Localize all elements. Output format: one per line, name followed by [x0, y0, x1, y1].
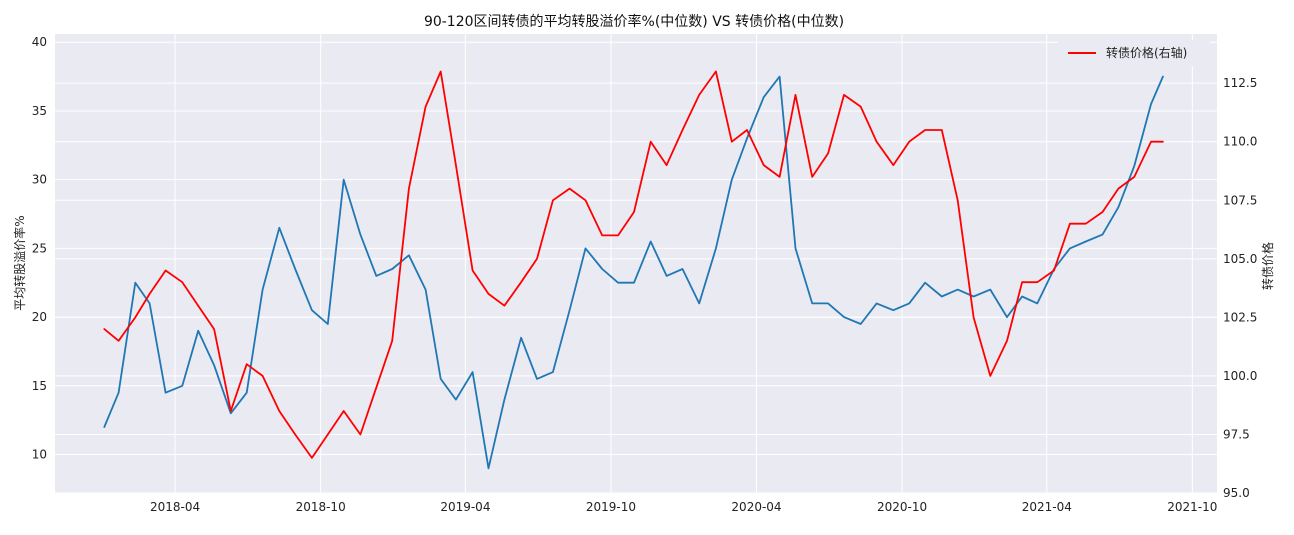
y2-tick-label: 110.0	[1223, 135, 1257, 149]
plot-area	[55, 34, 1217, 493]
y2-axis-title: 转债价格	[1260, 242, 1275, 290]
y2-tick-label: 97.5	[1223, 427, 1250, 441]
x-tick-label: 2021-10	[1167, 500, 1217, 514]
series-line-price	[103, 70, 1164, 459]
y-tick-label: 35	[32, 104, 47, 118]
series-line-premium	[103, 75, 1164, 470]
axis-labels: 10 15 20 25 30 35 40 95.0 97.5 100.0 102.5 105.0 107…	[32, 35, 1258, 514]
y-tick-label: 25	[32, 241, 47, 255]
y-tick-label: 15	[32, 379, 47, 393]
x-tick-label: 2020-10	[877, 500, 927, 514]
legend-box	[1058, 40, 1210, 66]
x-tick-label: 2020-04	[731, 500, 781, 514]
x-tick-label: 2021-04	[1022, 500, 1072, 514]
y-axis-title: 平均转股溢价率%	[12, 215, 27, 310]
legend-label-price: 转债价格(右轴)	[1106, 45, 1187, 60]
legend: 转债价格(右轴)	[1058, 40, 1210, 66]
chart-title: 90-120区间转债的平均转股溢价率%(中位数) VS 转债价格(中位数)	[424, 13, 844, 30]
x-tick-label: 2019-04	[440, 500, 490, 514]
y2-tick-label: 105.0	[1223, 252, 1257, 266]
y2-tick-label: 112.5	[1223, 76, 1257, 90]
y-tick-label: 20	[32, 310, 47, 324]
y2-tick-label: 100.0	[1223, 369, 1257, 383]
x-tick-label: 2019-10	[586, 500, 636, 514]
y-tick-label: 30	[32, 173, 47, 187]
x-tick-label: 2018-10	[296, 500, 346, 514]
series-lines	[103, 70, 1164, 470]
y-tick-label: 10	[32, 448, 47, 462]
y2-tick-label: 107.5	[1223, 193, 1257, 207]
x-tick-label: 2018-04	[150, 500, 200, 514]
y-tick-label: 40	[32, 35, 47, 49]
y2-tick-label: 95.0	[1223, 486, 1250, 500]
y2-tick-label: 102.5	[1223, 310, 1257, 324]
